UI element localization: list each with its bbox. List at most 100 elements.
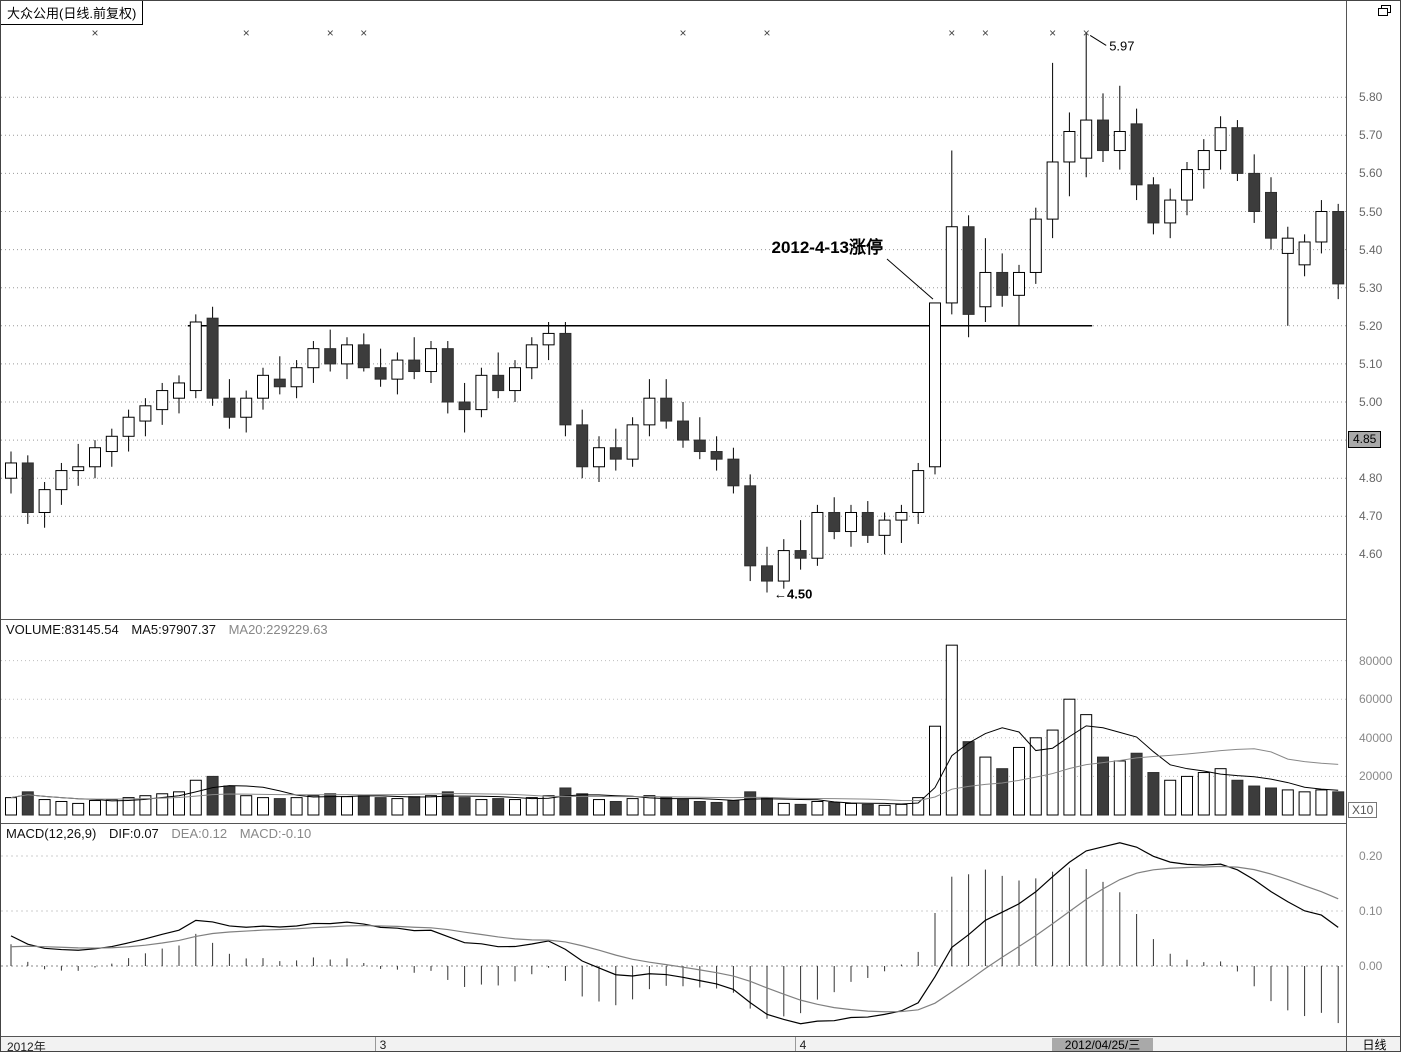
candle-body[interactable]: [912, 470, 925, 513]
volume-bar[interactable]: [509, 799, 521, 816]
volume-bar[interactable]: [89, 800, 101, 816]
candle-body[interactable]: [929, 302, 941, 468]
candle-body[interactable]: [945, 226, 958, 304]
volume-bar[interactable]: [5, 797, 17, 816]
volume-bar[interactable]: [156, 793, 169, 816]
candle-body[interactable]: [240, 397, 253, 418]
volume-bar[interactable]: [576, 793, 589, 816]
candle-body[interactable]: [475, 374, 488, 411]
volume-bar[interactable]: [811, 800, 824, 816]
candle-body[interactable]: [593, 447, 605, 468]
candle-body[interactable]: [425, 348, 437, 373]
volume-bar[interactable]: [206, 775, 219, 816]
candle-body[interactable]: [156, 390, 169, 411]
candle-body[interactable]: [357, 344, 370, 369]
volume-bar[interactable]: [21, 791, 34, 816]
candle-body[interactable]: [1080, 119, 1093, 159]
volume-bar[interactable]: [1097, 756, 1109, 816]
volume-bar[interactable]: [475, 799, 488, 816]
volume-bar[interactable]: [189, 779, 202, 816]
candle-body[interactable]: [828, 511, 841, 533]
volume-bar[interactable]: [979, 756, 992, 816]
candle-body[interactable]: [324, 348, 337, 365]
candle-body[interactable]: [374, 367, 387, 380]
volume-bar[interactable]: [1231, 779, 1244, 816]
volume-bar[interactable]: [1265, 787, 1277, 816]
volume-bar[interactable]: [223, 785, 236, 816]
volume-bar[interactable]: [626, 798, 639, 816]
volume-bar[interactable]: [761, 797, 773, 816]
candle-body[interactable]: [677, 420, 689, 441]
volume-bar[interactable]: [828, 801, 841, 816]
candle-body[interactable]: [509, 367, 521, 392]
candle-body[interactable]: [576, 424, 589, 468]
candle-body[interactable]: [139, 405, 152, 422]
volume-bar[interactable]: [744, 791, 757, 816]
volume-bar[interactable]: [1147, 772, 1160, 816]
volume-bar[interactable]: [458, 797, 471, 816]
candlesticks[interactable]: [5, 32, 1345, 593]
candle-body[interactable]: [1181, 169, 1193, 201]
volume-bar[interactable]: [492, 798, 505, 816]
candle-body[interactable]: [609, 447, 622, 460]
volume-bar[interactable]: [341, 796, 353, 816]
candle-body[interactable]: [21, 462, 34, 513]
candle-body[interactable]: [1147, 184, 1160, 224]
volume-bar[interactable]: [525, 797, 538, 816]
volume-bar[interactable]: [794, 803, 807, 816]
volume-bar[interactable]: [710, 801, 723, 816]
candle-body[interactable]: [1046, 161, 1059, 220]
candle-body[interactable]: [206, 317, 219, 399]
volume-bar[interactable]: [307, 795, 320, 816]
candle-body[interactable]: [492, 374, 505, 392]
volume-bar[interactable]: [374, 797, 387, 816]
volume-bar[interactable]: [1130, 752, 1143, 816]
volume-bar[interactable]: [122, 797, 135, 816]
volume-bar[interactable]: [962, 741, 975, 816]
candle-body[interactable]: [744, 485, 757, 567]
volume-bar[interactable]: [38, 799, 51, 816]
candle-body[interactable]: [525, 344, 538, 369]
candle-body[interactable]: [257, 374, 269, 399]
volume-bar[interactable]: [1281, 789, 1294, 816]
candle-body[interactable]: [1013, 271, 1025, 296]
volume-bar[interactable]: [1298, 791, 1311, 816]
candle-body[interactable]: [1197, 150, 1210, 171]
volume-bar[interactable]: [727, 800, 740, 816]
volume-bar[interactable]: [609, 800, 622, 816]
volume-bar[interactable]: [1063, 698, 1076, 816]
volume-bar[interactable]: [139, 795, 152, 816]
candle-body[interactable]: [105, 435, 118, 453]
candle-body[interactable]: [1298, 241, 1311, 266]
candle-body[interactable]: [878, 519, 891, 536]
candle-body[interactable]: [391, 359, 404, 380]
volume-bar[interactable]: [912, 797, 925, 816]
volume-bar[interactable]: [895, 803, 908, 816]
candle-body[interactable]: [660, 397, 673, 422]
candle-body[interactable]: [1332, 211, 1345, 285]
candle-body[interactable]: [189, 321, 202, 392]
candle-body[interactable]: [1130, 123, 1143, 186]
volume-bar[interactable]: [878, 804, 891, 816]
volume-bar[interactable]: [1332, 791, 1345, 816]
candle-body[interactable]: [1097, 119, 1109, 152]
candle-body[interactable]: [89, 447, 101, 468]
volume-bar[interactable]: [1197, 772, 1210, 816]
candle-body[interactable]: [845, 511, 857, 533]
volume-bar[interactable]: [996, 768, 1009, 816]
volume-bar[interactable]: [777, 802, 790, 816]
candle-body[interactable]: [5, 462, 17, 479]
volume-bar[interactable]: [105, 799, 118, 816]
candle-body[interactable]: [693, 439, 706, 453]
candle-body[interactable]: [1281, 237, 1294, 254]
candle-body[interactable]: [441, 348, 454, 403]
volume-bar[interactable]: [391, 798, 404, 816]
candle-body[interactable]: [1164, 199, 1177, 224]
volume-bar[interactable]: [408, 796, 421, 816]
candle-body[interactable]: [55, 470, 68, 491]
candle-body[interactable]: [1214, 127, 1227, 152]
volume-bar[interactable]: [677, 799, 689, 816]
volume-bar[interactable]: [240, 795, 253, 816]
volume-bar[interactable]: [55, 800, 68, 816]
volume-bar[interactable]: [273, 798, 286, 816]
